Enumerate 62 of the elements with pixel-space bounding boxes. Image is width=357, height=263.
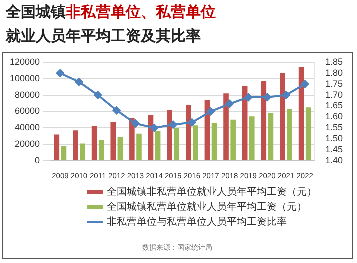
point: [188, 118, 196, 127]
bar: [186, 105, 192, 160]
y-tick-label: 60000: [15, 106, 40, 116]
bar: [110, 122, 116, 160]
y2-tick-label: 1.45: [325, 144, 344, 155]
y2-tick-label: 1.70: [325, 90, 344, 100]
y-tick-label: 100000: [10, 73, 40, 84]
y2-tick-label: 1.65: [325, 100, 344, 111]
point: [282, 91, 290, 100]
bar: [61, 146, 67, 160]
bar: [193, 126, 198, 160]
y2-tick-label: 1.55: [325, 122, 344, 133]
bar: [118, 137, 124, 160]
bar: [98, 140, 104, 160]
bar: [242, 86, 248, 160]
bar: [230, 120, 236, 160]
bar: [167, 110, 172, 160]
bar: [250, 116, 255, 160]
point: [244, 93, 253, 102]
y-tick-label: 20000: [15, 139, 40, 150]
point: [301, 80, 310, 88]
bar: [174, 128, 180, 160]
bar: [224, 94, 229, 160]
bar: [268, 113, 274, 160]
y2-tick-label: 1.60: [325, 112, 344, 122]
bar: [287, 109, 292, 160]
y2-tick-label: 1.75: [325, 78, 344, 89]
point: [75, 78, 84, 86]
legend-label: 全国城镇非私营单位就业人员年平均工资（元）: [107, 186, 317, 198]
y2-tick-label: 1.40: [325, 155, 344, 166]
bar: [280, 73, 286, 160]
y2-tick-label: 1.80: [325, 68, 344, 78]
point: [169, 120, 178, 129]
bar: [92, 126, 98, 160]
bar: [306, 108, 312, 160]
y-tick-label: 0: [35, 155, 40, 166]
bar: [73, 130, 78, 160]
point: [206, 108, 215, 116]
bar: [130, 118, 135, 160]
y2-tick-label: 1.50: [325, 134, 344, 144]
bar: [298, 67, 304, 160]
y-tick-label: 80000: [15, 90, 40, 100]
bar: [155, 131, 161, 160]
bar: [261, 81, 267, 160]
chart-title: 全国城镇非私营单位、私营单位: [6, 3, 216, 21]
point: [112, 106, 121, 115]
point: [150, 124, 159, 132]
legend-label: 非私营单位与私营单位人员平均工资比率: [107, 216, 287, 228]
point: [56, 69, 64, 78]
bar: [80, 144, 86, 160]
point: [263, 93, 272, 102]
point: [94, 91, 102, 100]
y-tick-label: 40000: [15, 122, 40, 133]
point: [132, 120, 140, 128]
bar: [136, 134, 142, 160]
legend-label: 全国城镇私营单位就业人员年平均工资（元）: [107, 200, 307, 214]
chart-subtitle: 就业人员年平均工资及其比率: [6, 27, 201, 46]
bar: [54, 134, 60, 160]
y-tick-label: 120000: [10, 56, 40, 67]
point: [226, 100, 234, 108]
bar: [212, 123, 218, 160]
y2-tick-label: 1.85: [325, 56, 344, 67]
